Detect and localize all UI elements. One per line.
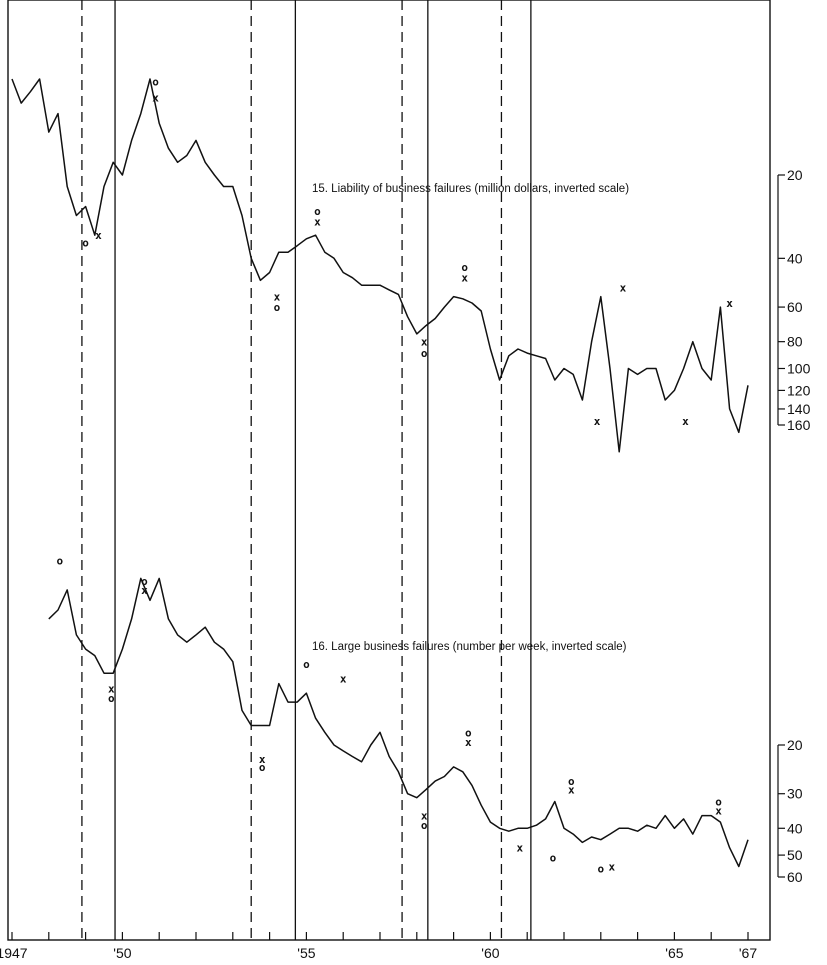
plot-frame — [7, 0, 771, 941]
trough-marker: x — [421, 336, 428, 349]
trough-marker: x — [726, 297, 733, 310]
peak-marker: o — [550, 851, 557, 864]
x-tick-label: '55 — [297, 945, 315, 961]
y-tick-label: 20 — [787, 167, 803, 183]
trough-marker: x — [620, 282, 627, 295]
peak-marker: o — [421, 819, 428, 832]
y-tick-label: 20 — [787, 737, 803, 753]
panel-large-business-failures: 16. Large business failures (number per … — [48, 554, 803, 885]
x-tick-label: '50 — [113, 945, 131, 961]
y-axis-large-failures: 20 30 40 50 60 — [777, 737, 803, 885]
peak-marker: o — [274, 301, 281, 314]
peak-marker: o — [82, 236, 89, 249]
trough-marker: x — [594, 415, 601, 428]
peak-marker: o — [57, 554, 64, 567]
peak-marker: o — [141, 575, 148, 588]
trough-marker: x — [152, 92, 159, 105]
peak-marker: o — [108, 692, 115, 705]
series-line-16 — [48, 577, 749, 868]
peak-marker: o — [461, 261, 468, 274]
y-tick-label: 160 — [787, 417, 811, 433]
peak-marker: o — [465, 726, 472, 739]
y-tick-label: 40 — [787, 820, 803, 836]
x-tick-label: '60 — [481, 945, 499, 961]
trough-marker: x — [95, 229, 102, 242]
trough-marker: x — [314, 216, 321, 229]
y-tick-label: 30 — [787, 786, 803, 802]
peak-marker: o — [597, 863, 604, 876]
y-tick-label: 120 — [787, 382, 811, 398]
trough-marker: x — [274, 291, 281, 304]
chart-title-15: 15. Liability of business failures (mill… — [312, 183, 629, 195]
trough-marker: x — [682, 415, 689, 428]
y-tick-label: 100 — [787, 360, 811, 376]
trough-marker: x — [609, 861, 616, 874]
x-axis-years: 1947 '50 '55 '60 '65 '67 — [0, 932, 757, 961]
trough-marker: x — [340, 673, 347, 686]
panel-liability-of-business-failures: 15. Liability of business failures (mill… — [11, 76, 811, 453]
y-tick-label: 60 — [787, 869, 803, 885]
business-cycle-lines — [81, 0, 532, 940]
peak-marker: o — [303, 658, 310, 671]
trough-marker: x — [141, 584, 148, 597]
y-tick-label: 40 — [787, 250, 803, 266]
trough-marker: x — [259, 753, 266, 766]
y-tick-label: 80 — [787, 334, 803, 350]
peak-marker: o — [314, 205, 321, 218]
series-line-15 — [11, 78, 749, 453]
y-tick-label: 140 — [787, 401, 811, 417]
trough-marker: x — [465, 736, 472, 749]
x-tick-label: 1947 — [0, 945, 28, 961]
x-tick-label: '65 — [665, 945, 683, 961]
trough-marker: x — [108, 683, 115, 696]
trough-marker: x — [517, 842, 524, 855]
trough-marker: x — [715, 805, 722, 818]
y-tick-label: 50 — [787, 847, 803, 863]
trough-marker: x — [461, 272, 468, 285]
trough-marker: x — [421, 810, 428, 823]
y-tick-label: 60 — [787, 299, 803, 315]
peak-marker: o — [152, 76, 159, 89]
chart-title-16: 16. Large business failures (number per … — [312, 641, 627, 653]
peak-marker: o — [715, 795, 722, 808]
peak-marker: o — [259, 761, 266, 774]
x-tick-label: '67 — [739, 945, 757, 961]
trough-marker: x — [568, 784, 575, 797]
peak-marker: o — [421, 347, 428, 360]
peak-marker: o — [568, 775, 575, 788]
